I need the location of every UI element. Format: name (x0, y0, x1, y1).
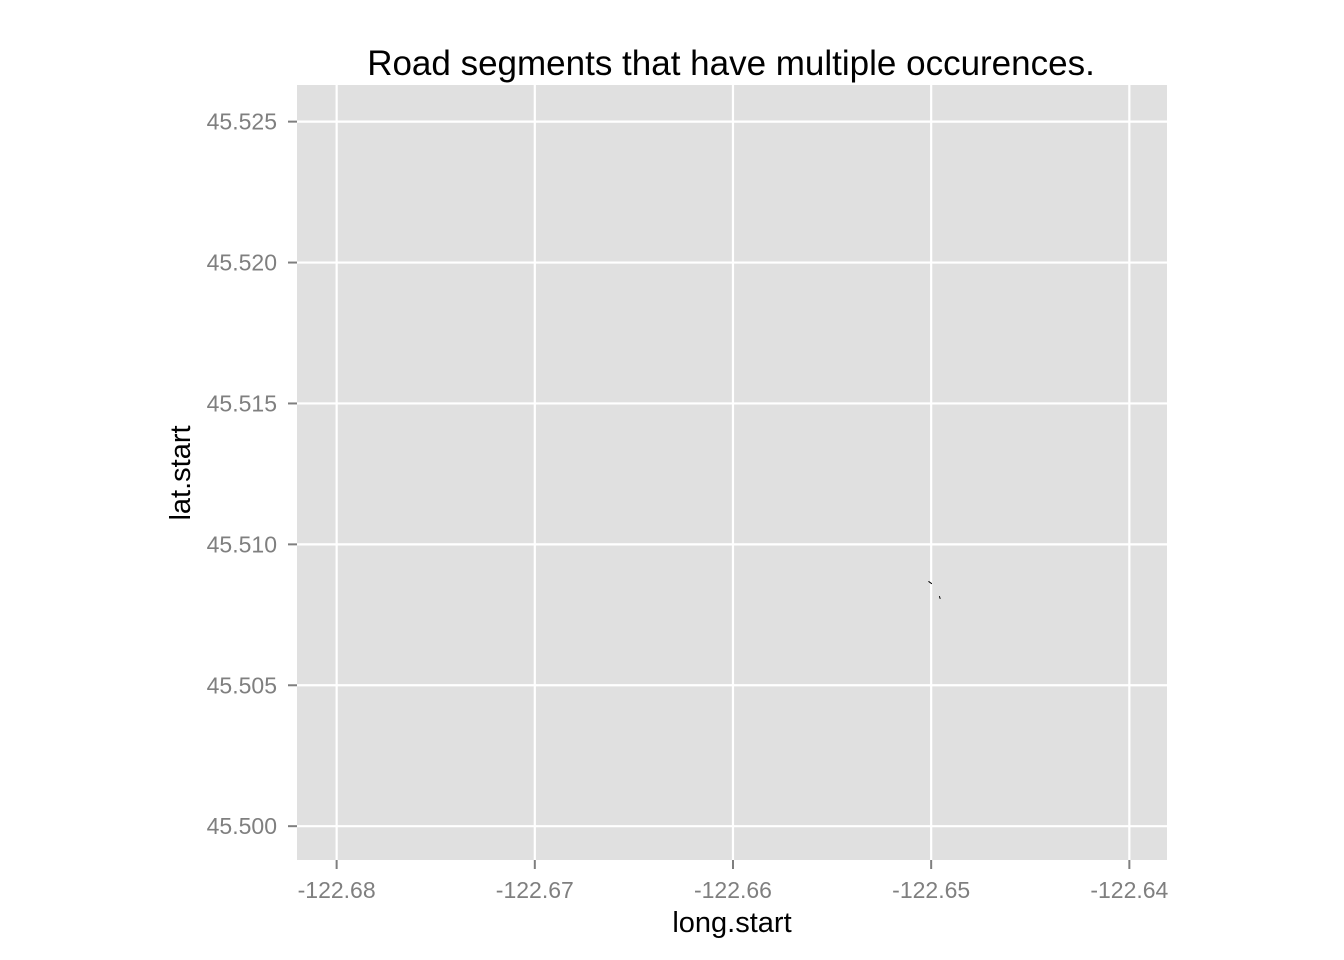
x-tick-label: -122.65 (892, 877, 970, 903)
y-tick-label: 45.500 (207, 813, 277, 839)
y-axis-label: lat.start (165, 425, 197, 520)
x-tick-label: -122.64 (1090, 877, 1168, 903)
y-tick-label: 45.525 (207, 109, 277, 135)
chart-title: Road segments that have multiple occuren… (367, 44, 1095, 83)
road-segments (928, 581, 941, 599)
x-tick-label: -122.67 (496, 877, 574, 903)
grid-lines (297, 85, 1167, 860)
road-segment-line (928, 581, 933, 585)
y-axis: 45.500 45.505 45.510 45.515 45.520 45.525 (207, 109, 297, 839)
y-tick-label: 45.515 (207, 390, 277, 416)
x-axis: -122.68 -122.67 -122.66 -122.65 -122.64 (298, 860, 1169, 903)
x-tick-label: -122.66 (694, 877, 772, 903)
road-segment-line (938, 596, 941, 599)
y-tick-label: 45.505 (207, 672, 277, 698)
x-axis-label: long.start (672, 907, 791, 939)
y-tick-label: 45.510 (207, 531, 277, 557)
x-tick-label: -122.68 (298, 877, 376, 903)
y-tick-label: 45.520 (207, 250, 277, 276)
